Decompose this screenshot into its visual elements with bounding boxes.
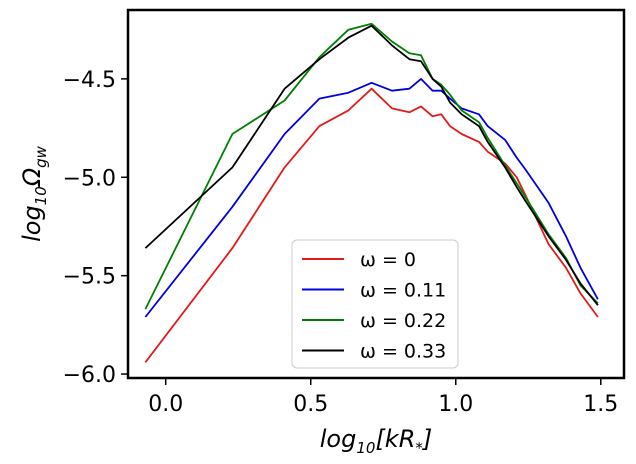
plot-frame	[126, 8, 626, 380]
x-tick-label: 0.5	[293, 392, 328, 417]
y-tick-label: −4.5	[63, 68, 116, 93]
tick-layer: 0.0 0.5 1.0 1.5 −6.0 −5.5 −5.0 −4.5	[63, 68, 619, 417]
series-layer	[144, 22, 599, 363]
legend: ω = 0 ω = 0.11 ω = 0.22 ω = 0.33	[291, 239, 459, 369]
x-tick-label: 0.0	[148, 392, 183, 417]
y-tick-label: −5.0	[63, 166, 116, 191]
y-tick-label: −6.0	[63, 363, 116, 388]
x-tick-label: 1.5	[583, 392, 618, 417]
y-axis-label: log10Ωgw	[18, 145, 50, 242]
x-tick-label: 1.0	[438, 392, 473, 417]
legend-label-0: ω = 0	[360, 249, 416, 271]
legend-entries: ω = 0 ω = 0.11 ω = 0.22 ω = 0.33	[302, 249, 446, 363]
series-line-3	[144, 24, 599, 306]
legend-label-3: ω = 0.33	[360, 341, 446, 363]
x-axis-label: log10[kR*]	[320, 425, 433, 457]
y-tick-label: −5.5	[63, 265, 116, 290]
series-line-2	[144, 22, 599, 310]
legend-label-1: ω = 0.11	[360, 280, 446, 302]
legend-box	[291, 239, 459, 369]
legend-label-2: ω = 0.22	[360, 310, 446, 332]
